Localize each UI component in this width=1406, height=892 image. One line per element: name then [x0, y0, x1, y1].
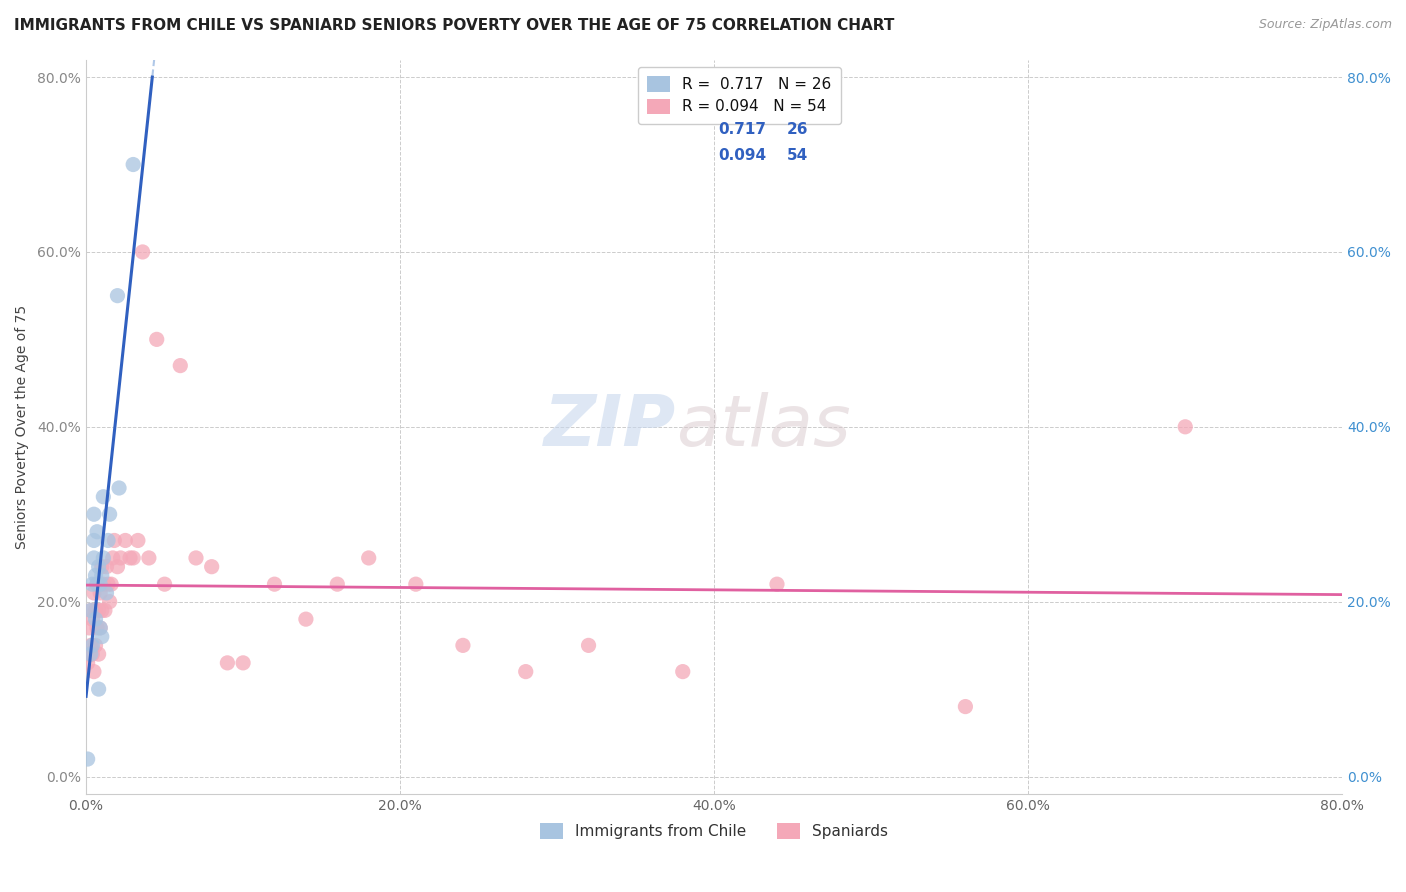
Text: 0.717: 0.717	[718, 122, 766, 137]
Text: IMMIGRANTS FROM CHILE VS SPANIARD SENIORS POVERTY OVER THE AGE OF 75 CORRELATION: IMMIGRANTS FROM CHILE VS SPANIARD SENIOR…	[14, 18, 894, 33]
Point	[82, 639, 104, 653]
Point	[326, 577, 349, 591]
Point	[955, 699, 977, 714]
Text: atlas: atlas	[676, 392, 851, 461]
Point	[89, 621, 111, 635]
Point	[86, 524, 108, 539]
Point	[451, 639, 474, 653]
Point	[86, 577, 108, 591]
Point	[98, 595, 121, 609]
Point	[672, 665, 695, 679]
Point	[295, 612, 318, 626]
Point	[87, 559, 110, 574]
Point	[82, 647, 104, 661]
Point	[82, 612, 104, 626]
Point	[89, 577, 111, 591]
Point	[93, 577, 115, 591]
Point	[86, 621, 108, 635]
Point	[578, 639, 600, 653]
Point	[90, 603, 112, 617]
Point	[83, 551, 105, 566]
Point	[96, 559, 118, 574]
Point	[217, 656, 239, 670]
Point	[90, 559, 112, 574]
Point	[93, 490, 115, 504]
Point	[98, 507, 121, 521]
Point	[77, 621, 100, 635]
Text: ZIP: ZIP	[544, 392, 676, 461]
Point	[94, 603, 117, 617]
Point	[82, 577, 104, 591]
Point	[108, 481, 131, 495]
Point	[87, 682, 110, 697]
Text: 54: 54	[787, 148, 808, 163]
Point	[107, 559, 129, 574]
Point	[201, 559, 224, 574]
Point	[153, 577, 176, 591]
Point	[84, 639, 107, 653]
Point	[89, 621, 111, 635]
Point	[131, 244, 153, 259]
Point	[83, 586, 105, 600]
Point	[84, 603, 107, 617]
Point	[118, 551, 141, 566]
Point	[766, 577, 789, 591]
Point	[83, 507, 105, 521]
Text: 0.094: 0.094	[718, 148, 766, 163]
Point	[76, 752, 98, 766]
Point	[77, 647, 100, 661]
Point	[80, 639, 103, 653]
Point	[101, 551, 124, 566]
Point	[107, 288, 129, 302]
Point	[83, 665, 105, 679]
Point	[86, 577, 108, 591]
Point	[89, 586, 111, 600]
Point	[138, 551, 160, 566]
Point	[80, 647, 103, 661]
Point	[114, 533, 136, 548]
Point	[83, 533, 105, 548]
Point	[80, 603, 103, 617]
Point	[127, 533, 149, 548]
Point	[122, 551, 145, 566]
Point	[87, 603, 110, 617]
Point	[93, 551, 115, 566]
Point	[96, 586, 118, 600]
Point	[87, 647, 110, 661]
Point	[169, 359, 191, 373]
Point	[84, 612, 107, 626]
Point	[90, 630, 112, 644]
Point	[232, 656, 254, 670]
Point	[80, 603, 103, 617]
Legend: Immigrants from Chile, Spaniards: Immigrants from Chile, Spaniards	[534, 817, 894, 845]
Point	[405, 577, 427, 591]
Point	[76, 656, 98, 670]
Point	[97, 577, 120, 591]
Point	[357, 551, 380, 566]
Point	[263, 577, 285, 591]
Point	[145, 332, 167, 346]
Point	[90, 568, 112, 582]
Point	[184, 551, 207, 566]
Text: Source: ZipAtlas.com: Source: ZipAtlas.com	[1258, 18, 1392, 31]
Point	[100, 577, 122, 591]
Point	[103, 533, 125, 548]
Point	[97, 533, 120, 548]
Point	[110, 551, 132, 566]
Point	[1174, 419, 1197, 434]
Point	[515, 665, 537, 679]
Y-axis label: Seniors Poverty Over the Age of 75: Seniors Poverty Over the Age of 75	[15, 305, 30, 549]
Text: 26: 26	[787, 122, 808, 137]
Point	[84, 568, 107, 582]
Point	[122, 157, 145, 171]
